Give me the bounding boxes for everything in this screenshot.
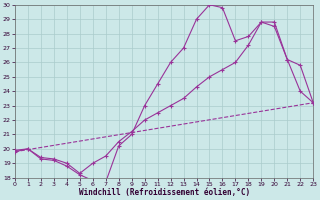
X-axis label: Windchill (Refroidissement éolien,°C): Windchill (Refroidissement éolien,°C)	[78, 188, 250, 197]
